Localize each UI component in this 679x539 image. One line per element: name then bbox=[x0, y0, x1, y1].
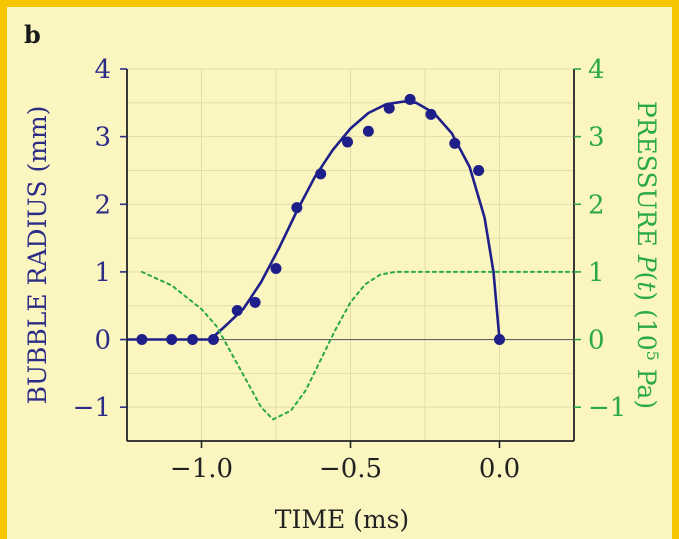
grid bbox=[126, 68, 575, 442]
y-axis-label-right-unit: Pa) bbox=[632, 361, 661, 409]
radius-data-point bbox=[207, 334, 219, 346]
pressure-line bbox=[140, 270, 575, 421]
radius-data-point bbox=[270, 263, 282, 275]
radius-data-point bbox=[362, 125, 374, 137]
x-tick-label: −0.5 bbox=[319, 454, 382, 484]
y-tick-label-right: 3 bbox=[588, 123, 605, 153]
radius-fit-line bbox=[125, 100, 501, 341]
y-axis-label-right-italic2: t bbox=[632, 281, 661, 292]
y-tick-label-left: 1 bbox=[94, 258, 111, 288]
chart-frame bbox=[7, 7, 672, 539]
radius-data-point bbox=[473, 164, 485, 176]
y-axis-label-right-prefix: PRESSURE bbox=[632, 101, 661, 255]
series-layer bbox=[125, 93, 575, 421]
radius-data-point bbox=[249, 296, 261, 308]
y-axis-label-right-close: ) (10 bbox=[632, 291, 661, 350]
y-tick-label-left: 2 bbox=[94, 190, 111, 220]
y-tick-label-left: 4 bbox=[94, 55, 111, 85]
y-axis-label-right-open: ( bbox=[632, 272, 661, 282]
y-axis-label-right-italic: P bbox=[632, 254, 661, 273]
x-tick-label: 0.0 bbox=[479, 454, 520, 484]
y-axis-label-right: PRESSURE P(t) (105 Pa) bbox=[632, 101, 663, 409]
y-tick-label-right: 0 bbox=[588, 326, 605, 356]
y-axis-label-left: BUBBLE RADIUS (mm) bbox=[23, 106, 52, 405]
y-tick-label-left: 0 bbox=[94, 326, 111, 356]
x-axis-label: TIME (ms) bbox=[275, 505, 409, 534]
y-tick-label-left: −1 bbox=[73, 393, 111, 423]
panel-label: b bbox=[24, 20, 41, 49]
radius-data-point bbox=[342, 136, 354, 148]
x-tick-label: −1.0 bbox=[170, 454, 233, 484]
ticks: −1 −1 0 0 1 1 2 2 3 3 4 4 −1.0 −0.5 0.0 bbox=[73, 55, 627, 484]
y-tick-label-right: 4 bbox=[588, 55, 605, 85]
y-tick-label-right: 2 bbox=[588, 190, 605, 220]
y-tick-label-right: 1 bbox=[588, 258, 605, 288]
y-tick-label-left: 3 bbox=[94, 123, 111, 153]
y-axis-label-right-sup: 5 bbox=[644, 351, 663, 361]
y-tick-label-right: −1 bbox=[588, 393, 626, 423]
